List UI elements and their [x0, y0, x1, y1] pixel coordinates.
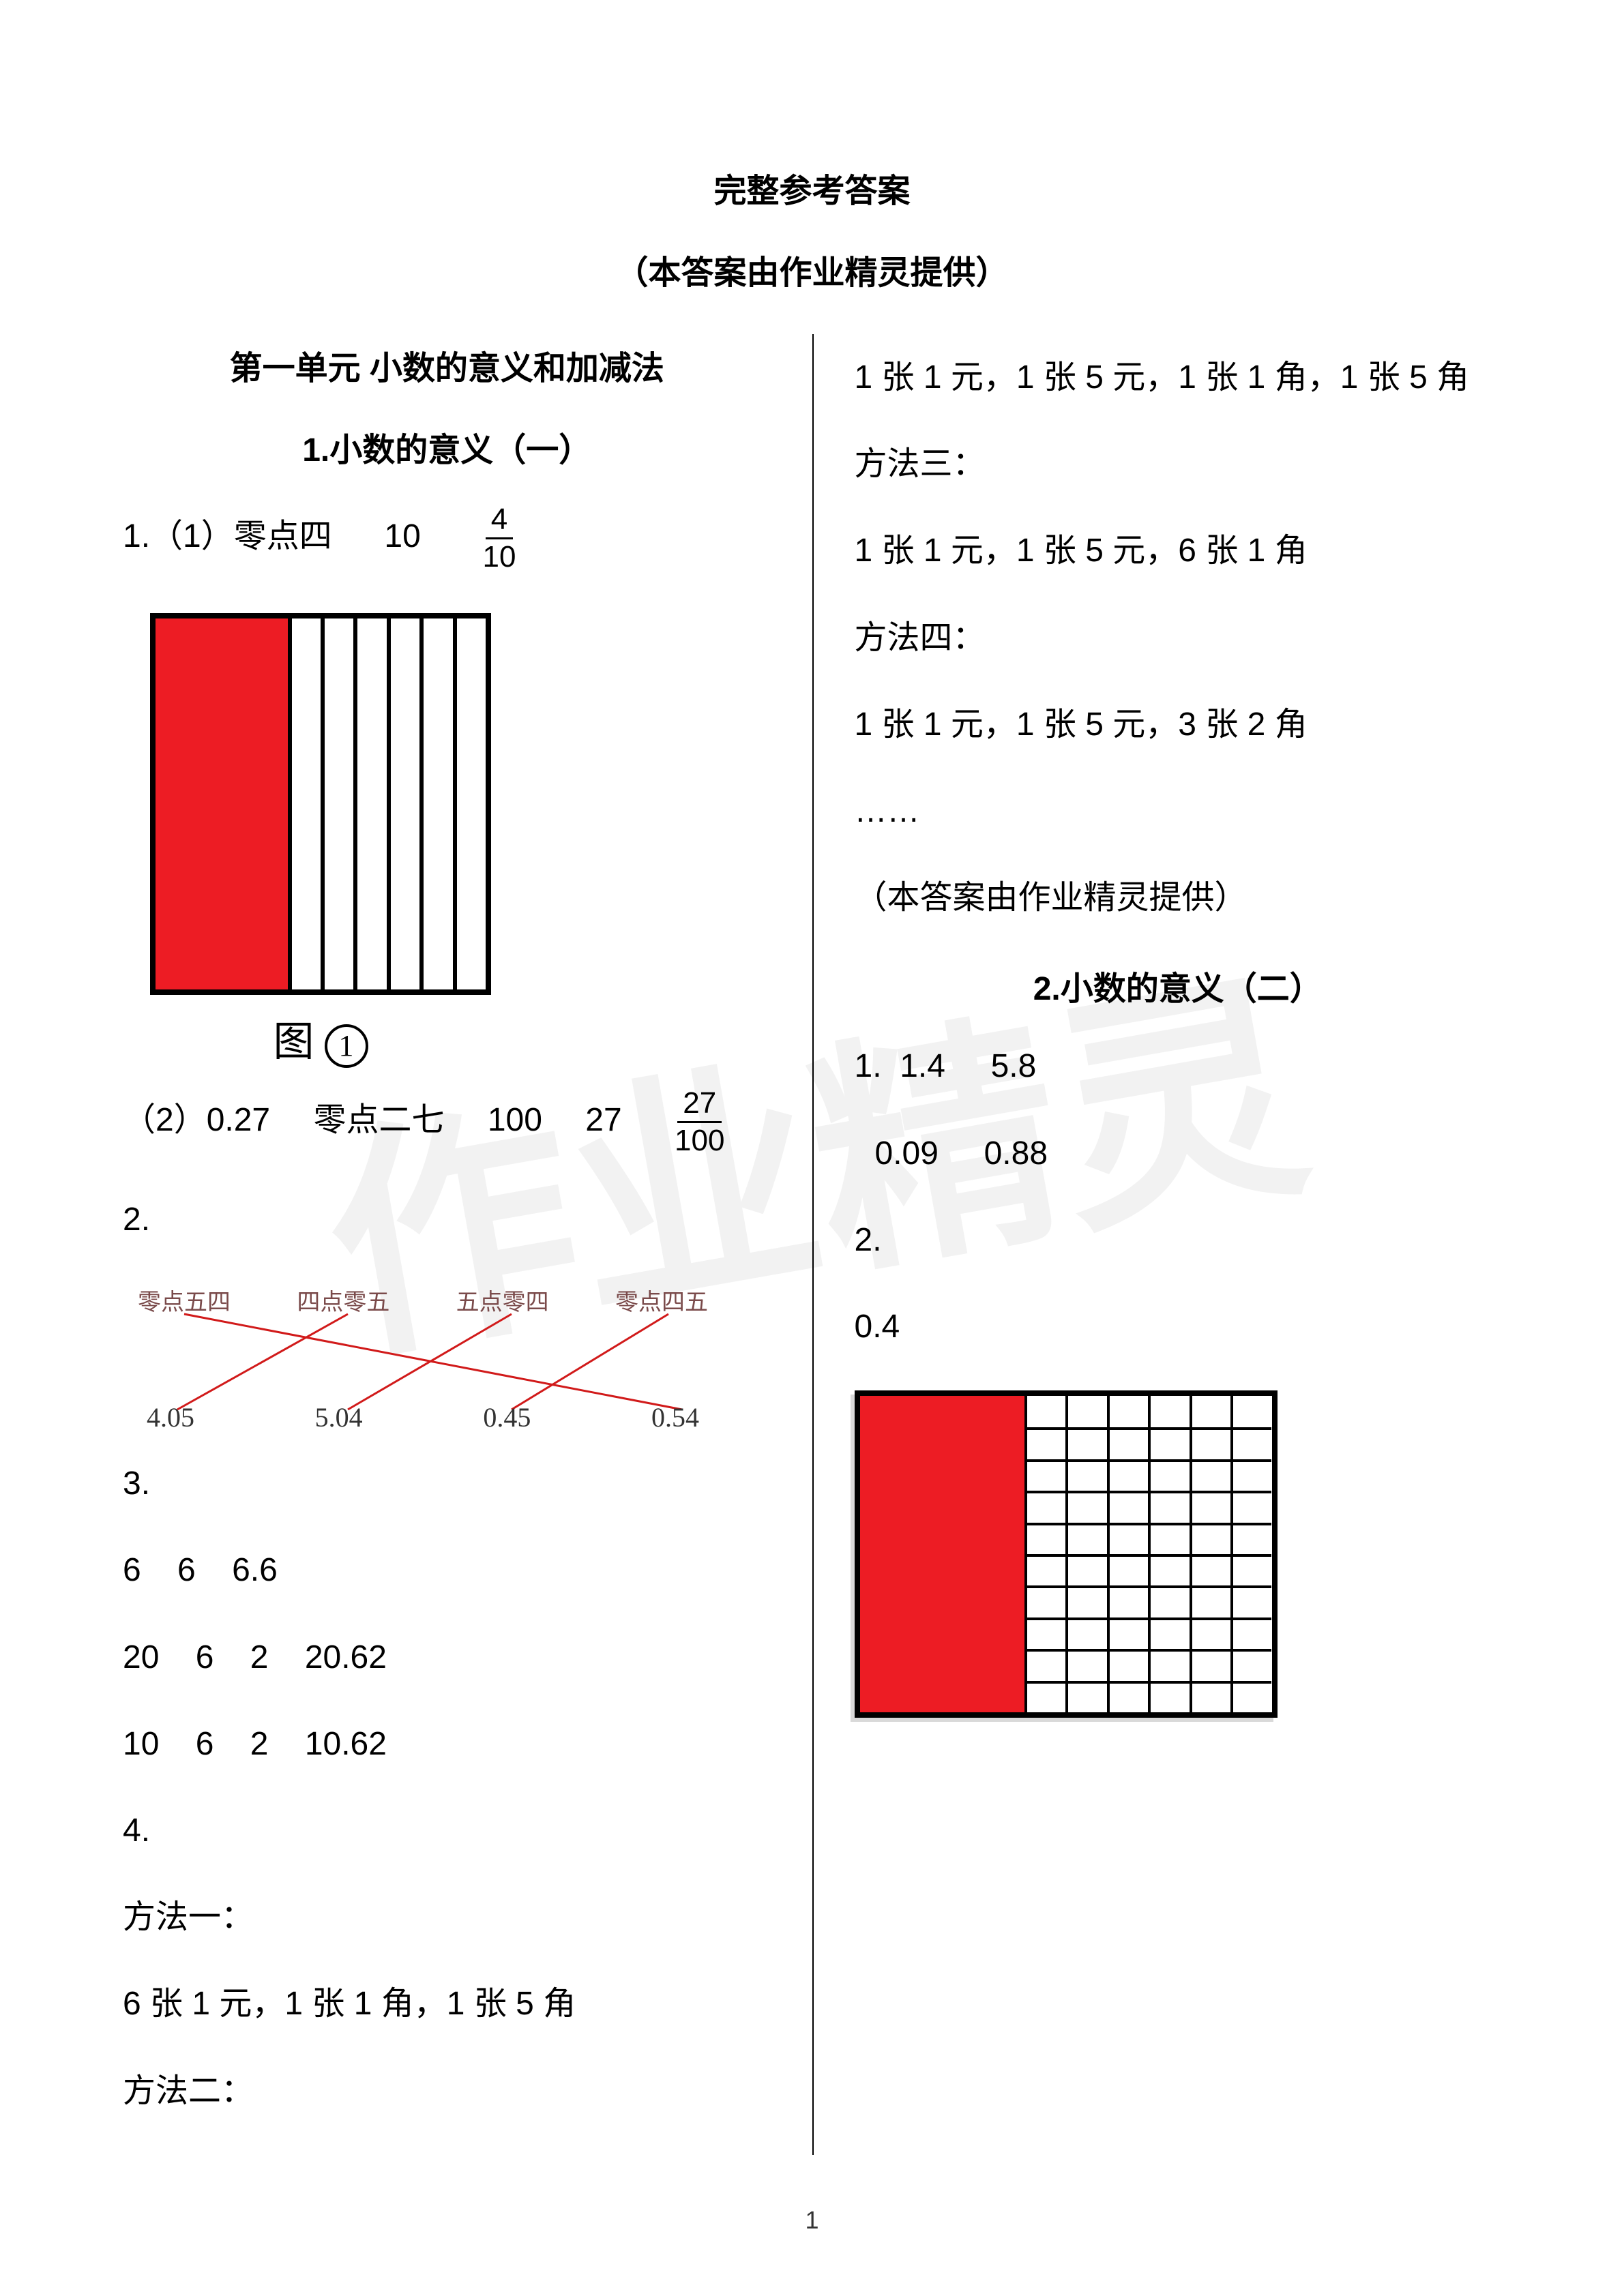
- fraction-numerator: 27: [677, 1088, 722, 1123]
- figure-1-stripes: [288, 618, 486, 989]
- s2-q1-row2: 0.09 0.88: [855, 1131, 1502, 1176]
- q4-method3-label: 方法三：: [855, 441, 1502, 487]
- figure-1-label-text: 图: [274, 1019, 314, 1064]
- match-bot-item: 0.45: [466, 1401, 548, 1433]
- ellipsis: ……: [855, 788, 1502, 834]
- q1-2-fraction: 27 100: [669, 1088, 730, 1156]
- q4-method1-text: 6 张 1 元，1 张 1 角，1 张 5 角: [123, 1981, 771, 2027]
- q2-label: 2.: [123, 1197, 771, 1242]
- fraction-denominator: 10: [477, 539, 522, 572]
- fraction-numerator: 4: [486, 505, 513, 539]
- figure-1-box: [150, 613, 491, 995]
- q3-row-3: 10 6 2 10.62: [123, 1721, 771, 1767]
- q1-1-line: 1.（1）零点四 10 4 10: [123, 505, 771, 572]
- credit-line: （本答案由作业精灵提供）: [855, 875, 1502, 921]
- q4-method4-text: 1 张 1 元，1 张 5 元，3 张 2 角: [855, 702, 1502, 747]
- figure-2-grid: [1024, 1396, 1271, 1712]
- page-header: 完整参考答案 （本答案由作业精灵提供）: [123, 164, 1501, 293]
- left-column: 第一单元 小数的意义和加减法 1.小数的意义（一） 1.（1）零点四 10 4 …: [123, 334, 812, 2155]
- figure-1-label: 图 1: [150, 1009, 491, 1068]
- section-2-title: 2.小数的意义（二）: [855, 961, 1502, 1009]
- match-bot-item: 4.05: [130, 1401, 211, 1433]
- match-bottom-row: 4.05 5.04 0.45 0.54: [123, 1401, 723, 1433]
- q4-label: 4.: [123, 1808, 771, 1853]
- two-column-layout: 第一单元 小数的意义和加减法 1.小数的意义（一） 1.（1）零点四 10 4 …: [123, 334, 1501, 2155]
- q1-1-text-a: 1.（1）零点四: [123, 518, 332, 554]
- fraction-denominator: 100: [669, 1123, 730, 1156]
- q1-2-d: 27: [585, 1102, 621, 1138]
- circled-number-icon: 1: [325, 1024, 368, 1068]
- match-bot-item: 0.54: [634, 1401, 716, 1433]
- q1-2-a: （2）0.27: [123, 1102, 270, 1138]
- q4-method2-label: 方法二：: [123, 2068, 771, 2114]
- s2-q2-label: 2.: [855, 1217, 1502, 1263]
- q3-label: 3.: [123, 1461, 771, 1506]
- right-column: 1 张 1 元，1 张 5 元，1 张 1 角，1 张 5 角 方法三： 1 张…: [812, 334, 1502, 2155]
- q4-method3-text: 1 张 1 元，1 张 5 元，6 张 1 角: [855, 528, 1502, 573]
- figure-2: [855, 1390, 1502, 1718]
- figure-1: 图 1: [150, 613, 771, 1068]
- s2-q1-row1: 1. 1.4 5.8: [855, 1043, 1502, 1089]
- match-bot-item: 5.04: [298, 1401, 380, 1433]
- q1-2-c: 100: [488, 1102, 542, 1138]
- subtitle: （本答案由作业精灵提供）: [123, 245, 1501, 293]
- q4-method2-text: 1 张 1 元，1 张 5 元，1 张 1 角，1 张 5 角: [855, 355, 1502, 400]
- figure-2-red-region: [860, 1396, 1025, 1712]
- q4-method4-label: 方法四：: [855, 615, 1502, 661]
- section-1-title: 1.小数的意义（一）: [123, 423, 771, 471]
- q1-2-b: 零点二七: [313, 1102, 444, 1138]
- q1-2-line: （2）0.27 零点二七 100 27 27 100: [123, 1088, 771, 1156]
- figure-2-box: [855, 1390, 1278, 1718]
- q1-1-text-b: 10: [384, 518, 420, 554]
- q3-row-1: 6 6 6.6: [123, 1547, 771, 1593]
- page-number: 1: [0, 2206, 1624, 2235]
- q1-1-fraction: 4 10: [477, 505, 522, 572]
- s2-q2-value: 0.4: [855, 1304, 1502, 1350]
- figure-1-red-region: [156, 618, 288, 989]
- matching-diagram: 零点五四 四点零五 五点零四 零点四五 4.05 5.04 0.45 0.54: [123, 1283, 723, 1433]
- q4-method1-label: 方法一：: [123, 1894, 771, 1940]
- main-title: 完整参考答案: [123, 164, 1501, 211]
- unit-title: 第一单元 小数的意义和加减法: [123, 341, 771, 389]
- q3-row-2: 20 6 2 20.62: [123, 1635, 771, 1680]
